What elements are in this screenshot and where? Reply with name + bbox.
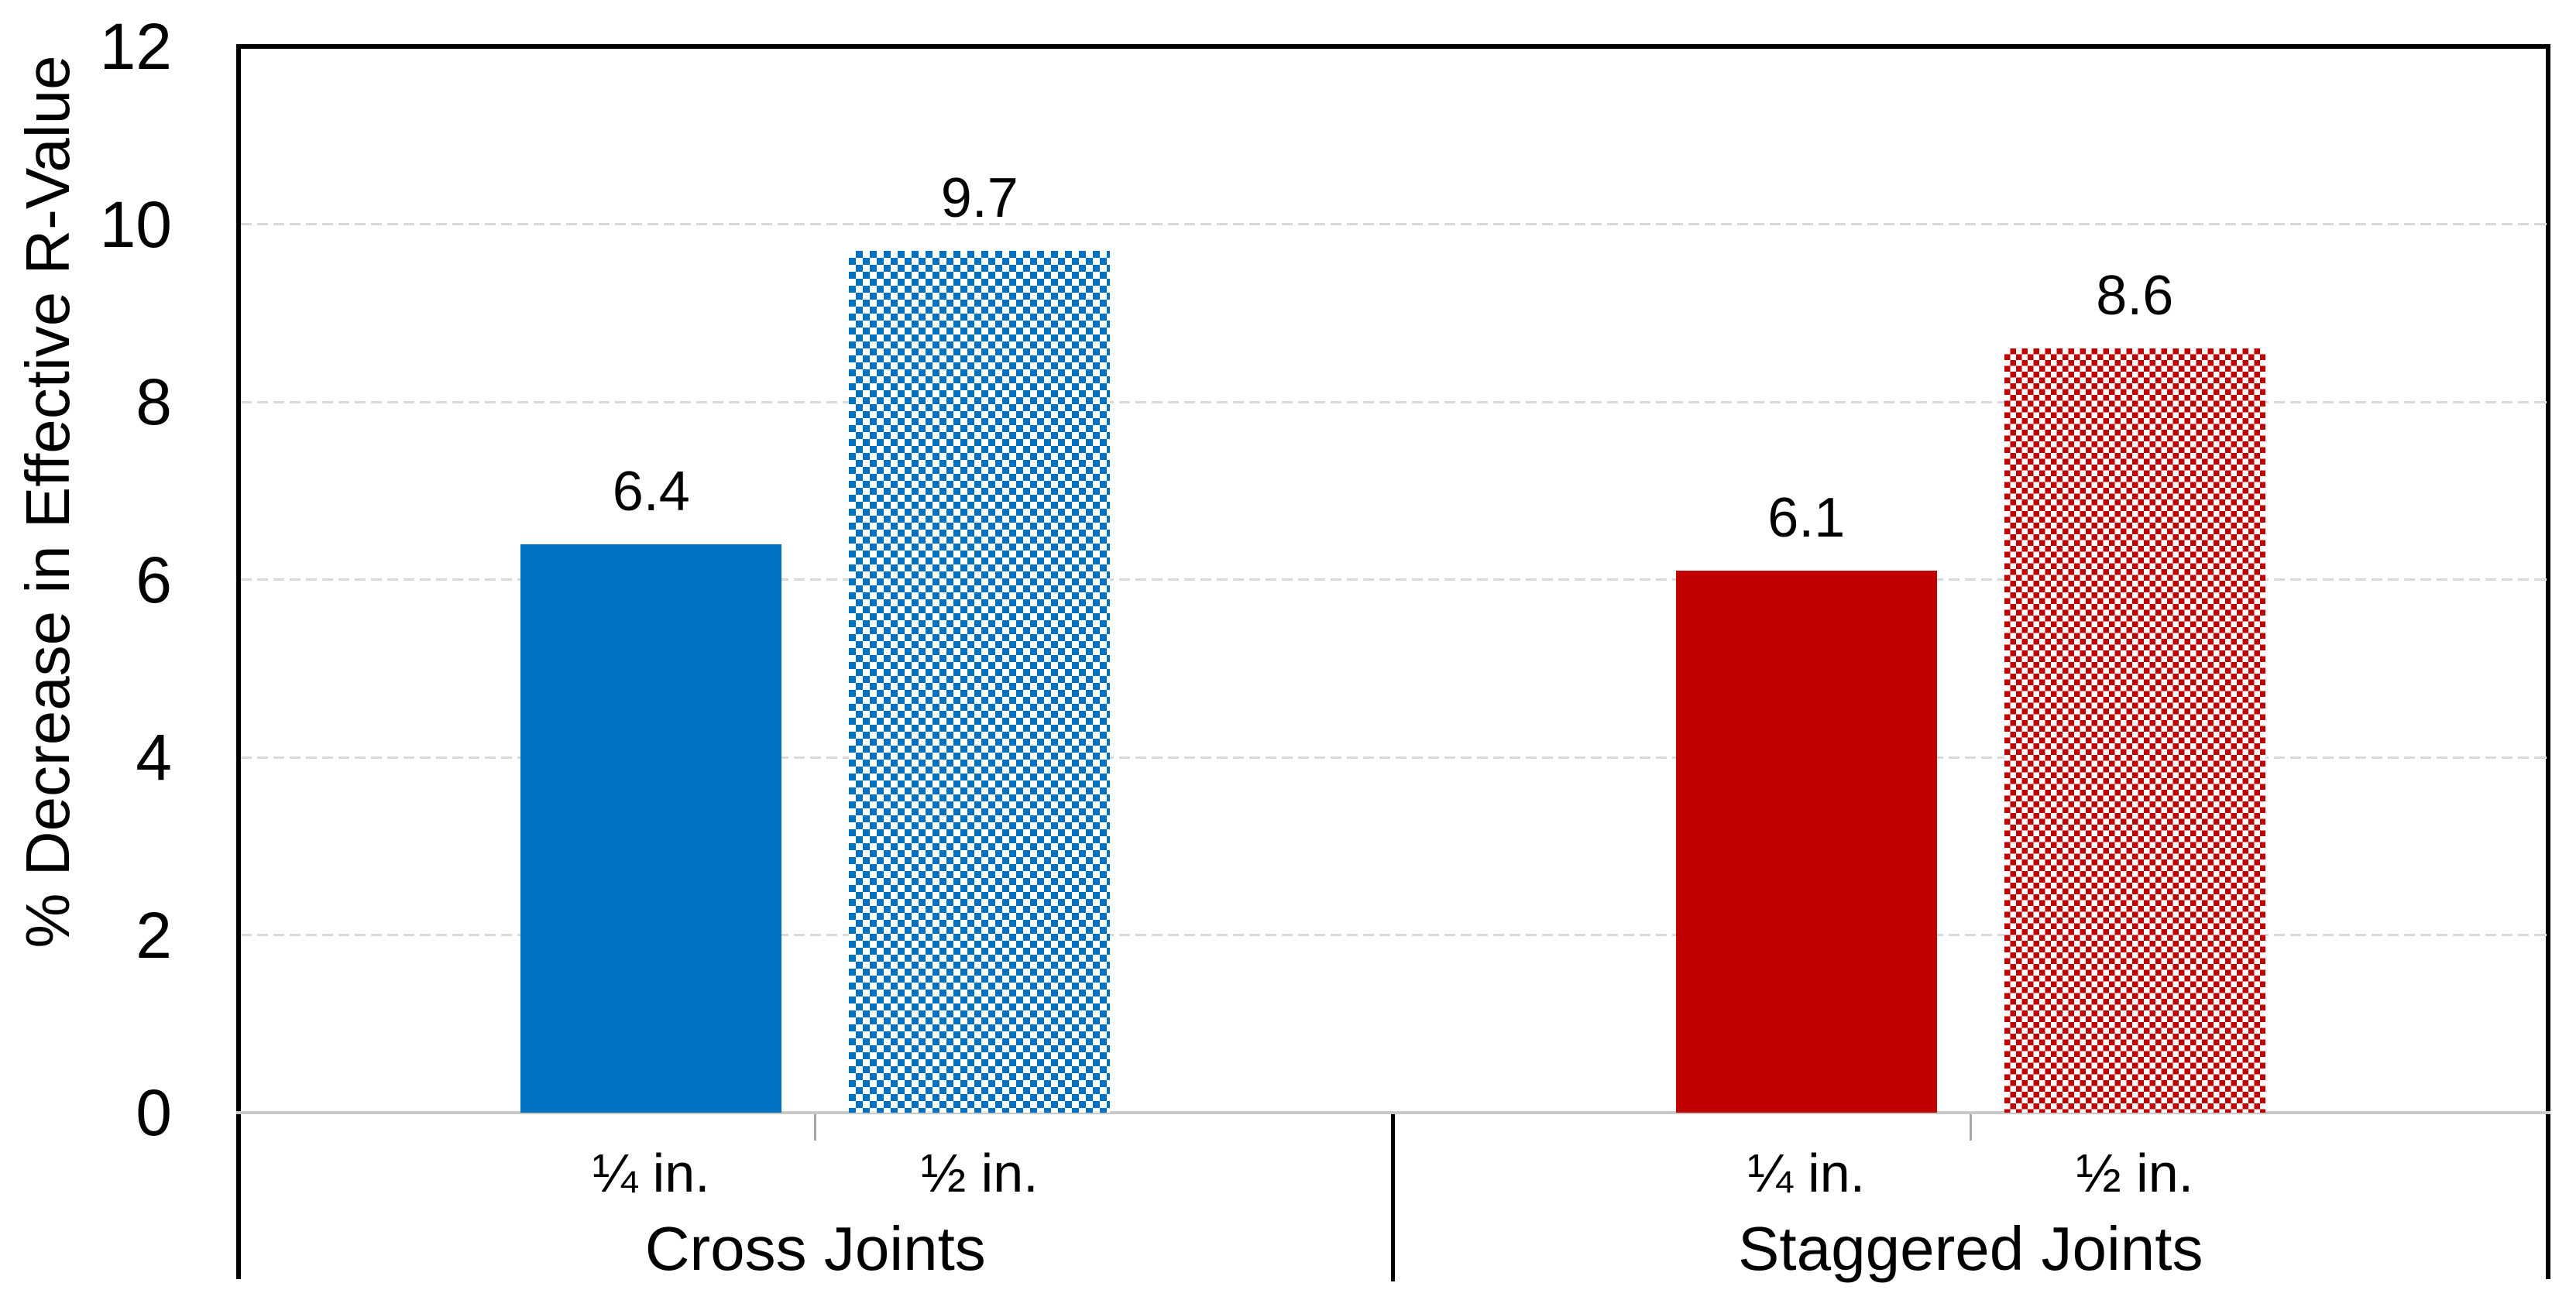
y-tick-label-0: 0 — [136, 1076, 172, 1149]
bar-value-label: 8.6 — [2096, 265, 2174, 328]
bar-value-label: 6.4 — [612, 460, 690, 523]
y-tick-label-4: 4 — [136, 721, 172, 794]
subcategory-tick-1 — [1969, 1114, 1972, 1141]
bar-cross-joints-0 — [520, 544, 782, 1113]
group-divider — [1391, 1114, 1395, 1281]
bar-cross-joints-1 — [849, 250, 1111, 1113]
x-group-label-0: Cross Joints — [644, 1214, 986, 1283]
y-tick-label-8: 8 — [136, 365, 172, 438]
x-group-label-1: Staggered Joints — [1738, 1214, 2203, 1283]
x-sub-label: ¼ in. — [592, 1143, 710, 1203]
x-sub-label: ½ in. — [2076, 1143, 2194, 1203]
x-sub-label: ½ in. — [920, 1143, 1039, 1203]
y-tick-label-6: 6 — [136, 543, 172, 616]
x-axis-line — [236, 1111, 2550, 1114]
x-sub-label: ¼ in. — [1747, 1143, 1866, 1203]
subcategory-tick-0 — [814, 1114, 817, 1141]
plot-border-top — [236, 44, 2550, 49]
gridline-10 — [241, 223, 2547, 225]
bar-value-label: 9.7 — [940, 166, 1018, 229]
gridline-4 — [241, 756, 2547, 759]
gridline-8 — [241, 400, 2547, 403]
bar-staggered-joints-1 — [2004, 348, 2265, 1113]
plot-border-right — [2546, 44, 2550, 1279]
bar-value-label: 6.1 — [1767, 487, 1846, 550]
gridline-2 — [241, 934, 2547, 936]
y-tick-label-2: 2 — [136, 898, 172, 972]
y-tick-label-12: 12 — [99, 10, 172, 83]
y-tick-label-10: 10 — [99, 187, 172, 261]
bar-staggered-joints-0 — [1675, 571, 1937, 1113]
gridline-6 — [241, 578, 2547, 581]
y-axis-line — [236, 44, 241, 1279]
